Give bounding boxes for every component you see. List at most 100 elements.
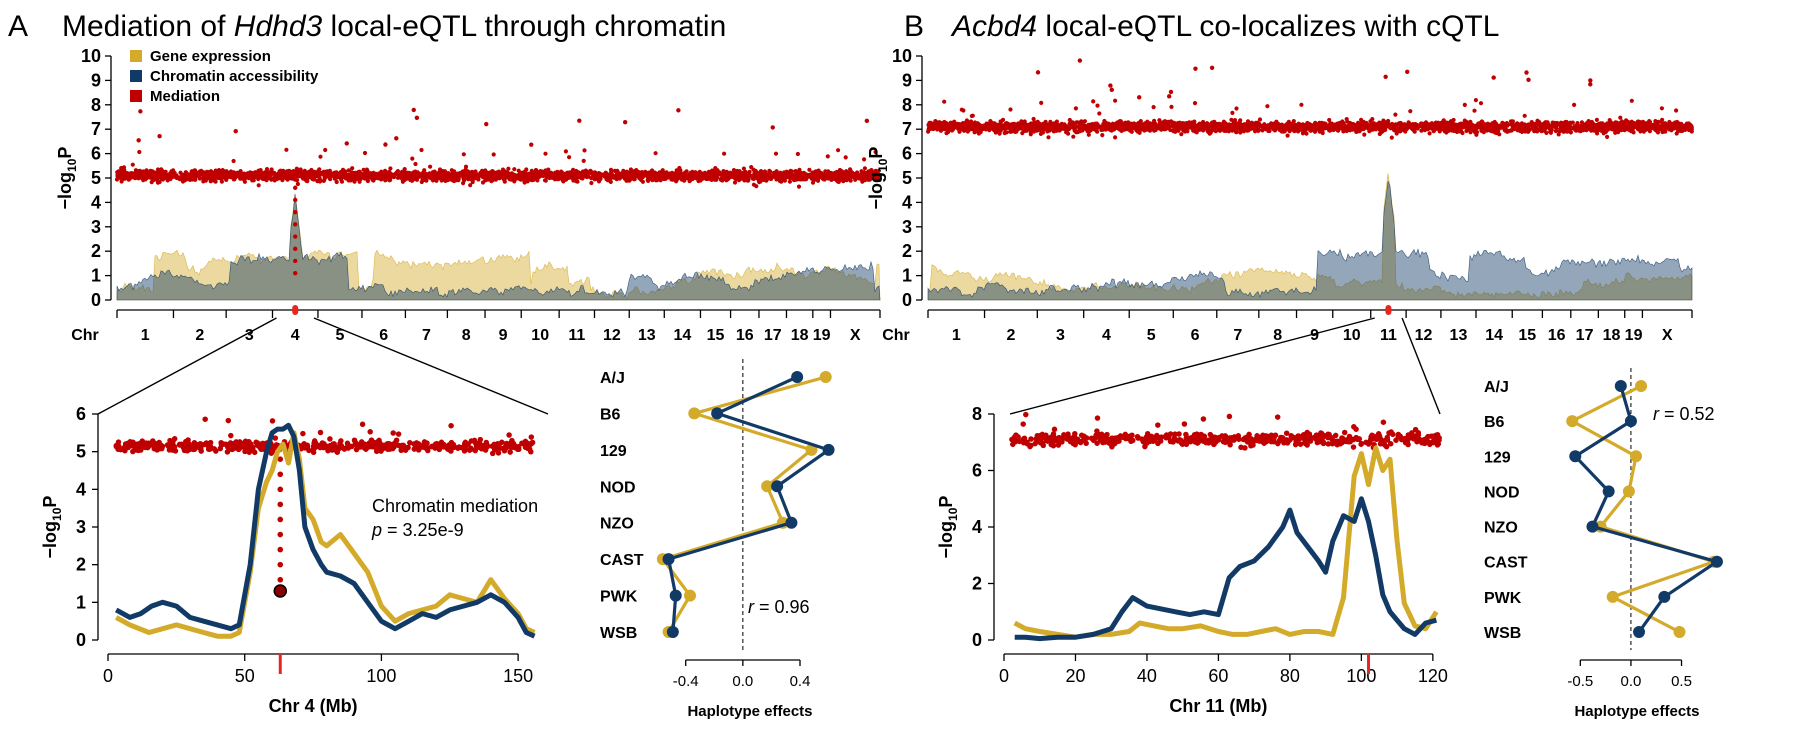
- genome-y-tick-label: 10: [892, 46, 912, 66]
- local-x-tick-label: 150: [503, 666, 533, 686]
- local-chromatin-line: [1014, 496, 1438, 642]
- genome-mediation-points: [926, 98, 1694, 140]
- legend-swatch-mediation: [130, 90, 142, 102]
- mediation-p-value: p = 3.25e-9: [371, 520, 464, 540]
- genome-mediation-dip: [293, 197, 298, 203]
- chromosome-label: 9: [1310, 327, 1319, 344]
- haplotype-chromatin-point: [711, 407, 724, 420]
- local-x-tick-label: 0: [103, 666, 113, 686]
- genome-y-tick-label: 5: [91, 168, 101, 188]
- local-y-tick-label: 2: [972, 574, 982, 594]
- chromosome-label: 4: [291, 327, 300, 344]
- haplotype-x-tick-label: 0.4: [790, 673, 811, 690]
- haplotype-expression-point: [1622, 485, 1635, 498]
- haplotype-chromatin-point: [791, 371, 804, 383]
- chromosome-label: 1: [952, 327, 961, 344]
- local-x-tick-label: 50: [235, 666, 255, 686]
- haplotype-chromatin-point: [785, 516, 798, 529]
- haplotype-strain-label: CAST: [600, 552, 644, 569]
- genome-y-tick-label: 9: [91, 70, 101, 90]
- local-x-tick-label: 40: [1137, 666, 1157, 686]
- haplotype-x-axis-label: Haplotype effects: [687, 703, 812, 720]
- genome-mediation-outlier: [394, 136, 399, 141]
- haplotype-expression-point: [1606, 590, 1619, 603]
- chromosome-label: 16: [1548, 327, 1566, 344]
- local-x-tick-label: 100: [366, 666, 396, 686]
- mediation-annotation: Chromatin mediation: [372, 496, 538, 516]
- local-mediation-dip-point: [277, 576, 284, 583]
- zoom-connector-right-a: [313, 317, 549, 415]
- haplotype-correlation: r = 0.52: [1653, 404, 1715, 424]
- genome-mediation-outlier: [1491, 75, 1496, 80]
- haplotype-x-tick-label: 0.0: [732, 673, 753, 690]
- panel-letter-b: B: [904, 10, 924, 43]
- haplotype-strain-label: CAST: [1484, 555, 1528, 572]
- genome-trace-expression: [116, 194, 881, 301]
- genome-y-tick-label: 3: [91, 217, 101, 237]
- genome-mediation-outlier: [1166, 94, 1172, 99]
- haplotype-strain-label: PWK: [600, 589, 638, 606]
- haplotype-chromatin-point: [1569, 450, 1582, 463]
- genome-mediation-outlier: [1383, 74, 1388, 79]
- haplotype-strain-label: WSB: [1484, 625, 1521, 642]
- chromosome-label: 10: [1343, 327, 1361, 344]
- genome-mediation-outlier: [622, 119, 628, 125]
- genome-mediation-outlier: [1077, 58, 1083, 63]
- local-mediation-dip-point: [277, 516, 284, 523]
- genome-mediation-outlier: [157, 134, 162, 139]
- chromosome-label: 18: [791, 327, 809, 344]
- haplotype-strain-label: WSB: [600, 625, 637, 642]
- haplotype-expression-point: [688, 407, 701, 420]
- chromosome-label: 2: [195, 327, 204, 344]
- genome-mediation-outlier: [529, 142, 534, 147]
- genome-y-tick-label: 2: [902, 241, 912, 261]
- chromosome-label: 8: [462, 327, 471, 344]
- haplotype-chromatin-point: [1633, 626, 1646, 638]
- legend: Gene expression Chromatin accessibility …: [130, 48, 319, 105]
- genome-mediation-outlier: [1524, 70, 1529, 75]
- genome-y-tick-label: 1: [91, 266, 101, 286]
- genome-mediation-outlier: [414, 115, 420, 121]
- genome-mediation-dip: [293, 258, 298, 264]
- genome-mediation-outlier: [233, 128, 238, 134]
- haplotype-strain-label: NZO: [600, 516, 634, 533]
- haplotype-strain-label: B6: [600, 406, 621, 423]
- panel-letter-a: A: [8, 10, 28, 43]
- local-x-tick-label: 60: [1208, 666, 1228, 686]
- legend-swatch-expression: [130, 50, 142, 62]
- chromosome-label: 14: [1485, 327, 1503, 344]
- local-y-tick-label: 6: [76, 404, 86, 424]
- haplotype-chromatin-point: [1658, 590, 1671, 603]
- genome-y-axis-label: −log10P: [866, 147, 890, 210]
- chromosome-prefix-label: Chr: [882, 327, 910, 344]
- chromosome-label: 10: [531, 327, 549, 344]
- haplotype-x-axis-label: Haplotype effects: [1574, 703, 1699, 720]
- local-y-tick-label: 5: [76, 442, 86, 462]
- genome-y-tick-label: 7: [902, 119, 912, 139]
- chromosome-label: 17: [764, 327, 782, 344]
- chromosome-label: 2: [1006, 327, 1015, 344]
- genome-mediation-outlier: [676, 108, 681, 113]
- haplotype-expression-point: [1673, 626, 1686, 638]
- local-x-axis-label: Chr 4 (Mb): [269, 696, 358, 716]
- haplotype-x-tick-label: 0.5: [1671, 673, 1692, 690]
- genome-y-tick-label: 7: [91, 119, 101, 139]
- local-mediation-points: [113, 416, 536, 457]
- local-mediation-points: [1009, 411, 1442, 451]
- local-y-tick-label: 8: [972, 404, 982, 424]
- haplotype-chromatin-point: [771, 480, 784, 493]
- haplotype-expression-line: [1570, 384, 1716, 634]
- haplotype-strain-label: NZO: [1484, 520, 1518, 537]
- chromosome-label: 7: [1233, 327, 1242, 344]
- chromosome-label: 15: [1518, 327, 1536, 344]
- local-y-tick-label: 4: [972, 517, 982, 537]
- local-x-axis-label: Chr 11 (Mb): [1169, 696, 1267, 716]
- zoom-connector-left-a: [97, 317, 277, 415]
- genome-y-tick-label: 5: [902, 168, 912, 188]
- local-x-tick-label: 0: [999, 666, 1009, 686]
- legend-label-chromatin: Chromatin accessibility: [150, 68, 319, 85]
- local-plot-a: 0 1 2 3 4 5 6 −log10P 0 50 100 150 Chr 4 (Mb) Chromat…: [40, 404, 538, 716]
